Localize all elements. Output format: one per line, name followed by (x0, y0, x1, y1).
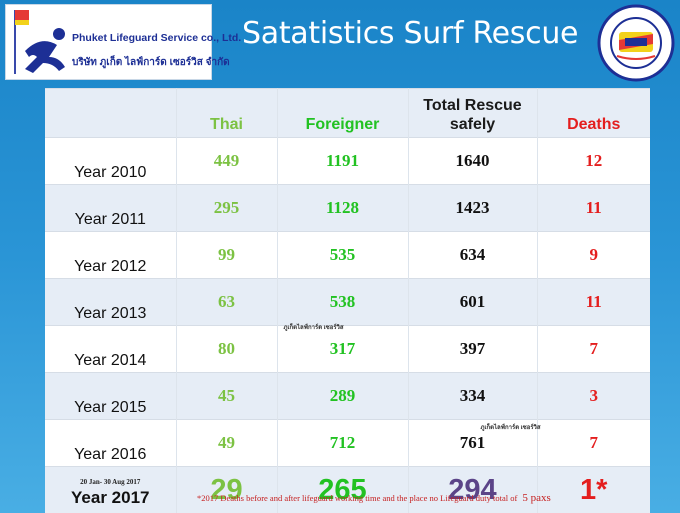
header-total-line2: safely (449, 116, 496, 133)
deaths-cell-2017: 1* (536, 466, 650, 513)
header-year (45, 88, 176, 138)
year-cell: Year 2010 (74, 164, 147, 181)
total-cell: 634 (407, 231, 537, 279)
year-cell: Year 2011 (45, 184, 176, 232)
flag-pole (14, 10, 16, 74)
header-total-line1: Total Rescue (423, 97, 522, 114)
thai-cell: 295 (175, 184, 277, 232)
company-logo: Phuket Lifeguard Service co., Ltd. บริษั… (5, 4, 241, 80)
year-cell: Year 2014 (74, 352, 147, 369)
deaths-cell: 11 (536, 278, 650, 326)
foreigner-value: 317 (329, 339, 356, 358)
foreigner-cell: 289 (276, 372, 408, 420)
statistics-table-panel: Thai Foreigner Total Rescue safely Death… (45, 88, 650, 513)
header-total-rescue: Total Rescue safely (407, 88, 537, 138)
surf-life-saving-badge-icon (597, 4, 675, 82)
thai-cell: 45 (175, 372, 277, 420)
year-cell: Year 2012 (74, 258, 147, 275)
total-cell: 397 (407, 325, 537, 373)
table-row: Year 2012 99 535 634 9 (45, 231, 650, 279)
total-cell: 1640 (407, 137, 537, 185)
table-row: Year 2011 295 1128 1423 11 (45, 184, 650, 232)
foreigner-cell: ภูเก็ตไลฟ์การ์ด เซอร์วิส 317 (276, 325, 408, 373)
header-row: Thai Foreigner Total Rescue safely Death… (45, 88, 650, 138)
total-value: 761 (459, 433, 486, 452)
watermark-note: ภูเก็ตไลฟ์การ์ด เซอร์วิส (283, 325, 344, 331)
table-row: Year 2014 80 ภูเก็ตไลฟ์การ์ด เซอร์วิส 31… (45, 325, 650, 373)
year-cell: Year 2015 (45, 372, 176, 420)
footnote-count: 5 paxs (522, 492, 551, 504)
table-row-2017: 20 Jan- 30 Aug 2017 Year 2017 29 265 294… (45, 466, 650, 513)
foreigner-cell: 538 (276, 278, 408, 326)
year-cell: Year 2013 (45, 278, 176, 326)
slide-title: Satatistics Surf Rescue (242, 16, 579, 51)
company-name-thai: บริษัท ภูเก็ต ไลฟ์การ์ด เซอร์วิส จำกัด (72, 57, 230, 68)
thai-cell: 80 (175, 325, 277, 373)
year-label-2017: Year 2017 (71, 488, 150, 507)
flag-red (15, 10, 29, 20)
total-cell: 601 (407, 278, 537, 326)
watermark-note: ภูเก็ตไลฟ์การ์ด เซอร์วิส (480, 425, 541, 431)
foreigner-cell: 1128 (276, 184, 408, 232)
year-cell: Year 2016 (74, 446, 147, 463)
deaths-cell: 12 (536, 137, 650, 185)
total-cell: 1423 (407, 184, 537, 232)
thai-cell: 63 (175, 278, 277, 326)
footnote: *2017 Deaths before and after lifeguard … (197, 492, 551, 504)
total-cell: 334 (407, 372, 537, 420)
deaths-cell: 9 (536, 231, 650, 279)
deaths-cell: 11 (536, 184, 650, 232)
thai-cell: 49 (175, 419, 277, 467)
year-cell-2017: 20 Jan- 30 Aug 2017 Year 2017 (45, 466, 176, 513)
header-deaths: Deaths (536, 88, 650, 138)
foreigner-cell: 535 (276, 231, 408, 279)
company-name: Phuket Lifeguard Service co., Ltd. (72, 32, 242, 44)
foreigner-cell-2017: 265 (276, 466, 408, 513)
total-cell: ภูเก็ตไลฟ์การ์ด เซอร์วิส 761 (407, 419, 541, 467)
foreigner-cell: 712 (276, 419, 408, 467)
header-foreigner: Foreigner (276, 88, 408, 138)
lifeguard-runner-icon (25, 28, 65, 73)
total-cell-2017: 294 (407, 466, 537, 513)
deaths-cell: 7 (536, 419, 650, 467)
deaths-cell: 7 (536, 325, 650, 373)
table-row: Year 2015 45 289 334 3 (45, 372, 650, 420)
rescue-statistics-table: Thai Foreigner Total Rescue safely Death… (45, 88, 650, 513)
table-row: Year 2010 449 1191 1640 12 (45, 137, 650, 185)
table-row: Year 2016 49 712 ภูเก็ตไลฟ์การ์ด เซอร์วิ… (45, 419, 650, 467)
date-range: 20 Jan- 30 Aug 2017 (80, 478, 141, 486)
footnote-text: *2017 Deaths before and after lifeguard … (197, 493, 518, 503)
thai-cell: 449 (175, 137, 277, 185)
thai-cell-2017: 29 (175, 466, 277, 513)
table-row: Year 2013 63 538 601 11 (45, 278, 650, 326)
thai-cell: 99 (175, 231, 277, 279)
deaths-cell: 3 (536, 372, 650, 420)
flag-yellow (15, 20, 29, 25)
header-thai: Thai (175, 88, 277, 138)
foreigner-cell: 1191 (276, 137, 408, 185)
